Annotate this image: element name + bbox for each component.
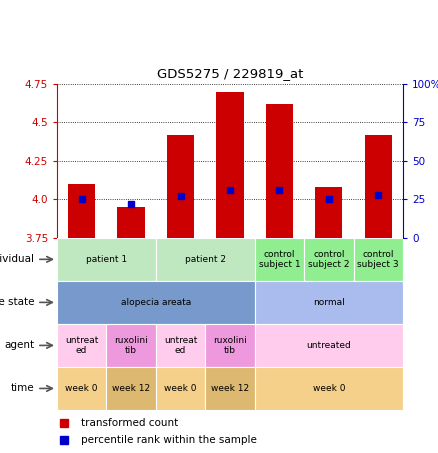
Text: GSM1414314: GSM1414314 xyxy=(176,241,185,297)
Bar xyxy=(365,135,392,238)
Text: untreat
ed: untreat ed xyxy=(65,336,99,355)
Bar xyxy=(315,187,343,238)
Text: GSM1414312: GSM1414312 xyxy=(77,241,86,297)
Bar xyxy=(156,238,205,297)
Bar xyxy=(254,281,403,324)
Text: GSM1414316: GSM1414316 xyxy=(275,241,284,297)
Text: control
subject 1: control subject 1 xyxy=(258,250,300,269)
Text: ruxolini
tib: ruxolini tib xyxy=(213,336,247,355)
Text: normal: normal xyxy=(313,298,345,307)
Text: GSM1414317: GSM1414317 xyxy=(324,241,333,297)
Text: control
subject 3: control subject 3 xyxy=(357,250,399,269)
Bar xyxy=(57,281,254,324)
Bar xyxy=(304,238,353,281)
Bar xyxy=(156,238,254,281)
Text: patient 2: patient 2 xyxy=(185,255,226,264)
Bar xyxy=(304,238,353,297)
Bar xyxy=(266,104,293,238)
Bar xyxy=(254,238,304,297)
Bar xyxy=(167,135,194,238)
Text: patient 1: patient 1 xyxy=(86,255,127,264)
Bar xyxy=(156,367,205,410)
Text: time: time xyxy=(11,383,34,394)
Bar xyxy=(156,324,205,367)
Bar xyxy=(353,238,403,281)
Text: individual: individual xyxy=(0,254,34,265)
Text: ruxolini
tib: ruxolini tib xyxy=(114,336,148,355)
Text: control
subject 2: control subject 2 xyxy=(308,250,350,269)
Bar xyxy=(254,324,403,367)
Text: week 12: week 12 xyxy=(112,384,150,393)
Bar xyxy=(57,238,106,297)
Text: percentile rank within the sample: percentile rank within the sample xyxy=(81,435,257,445)
Text: alopecia areata: alopecia areata xyxy=(121,298,191,307)
Text: week 0: week 0 xyxy=(65,384,98,393)
Bar xyxy=(353,238,403,297)
Bar xyxy=(106,238,156,297)
Text: week 0: week 0 xyxy=(164,384,197,393)
Bar xyxy=(254,238,304,281)
Text: GSM1414313: GSM1414313 xyxy=(127,241,136,297)
Text: untreat
ed: untreat ed xyxy=(164,336,197,355)
Text: agent: agent xyxy=(4,340,34,351)
Text: GSM1414318: GSM1414318 xyxy=(374,241,383,297)
Text: GSM1414315: GSM1414315 xyxy=(226,241,234,297)
Text: disease state: disease state xyxy=(0,297,34,308)
Bar xyxy=(57,238,156,281)
Title: GDS5275 / 229819_at: GDS5275 / 229819_at xyxy=(157,67,303,80)
Bar xyxy=(216,92,244,238)
Bar xyxy=(57,324,106,367)
Bar xyxy=(205,324,254,367)
Text: transformed count: transformed count xyxy=(81,418,178,428)
Bar xyxy=(205,367,254,410)
Bar xyxy=(205,238,254,297)
Text: week 12: week 12 xyxy=(211,384,249,393)
Bar xyxy=(254,367,403,410)
Text: untreated: untreated xyxy=(307,341,351,350)
Text: week 0: week 0 xyxy=(313,384,345,393)
Bar xyxy=(68,184,95,238)
Bar xyxy=(106,367,156,410)
Bar xyxy=(106,324,156,367)
Bar xyxy=(57,367,106,410)
Bar xyxy=(117,207,145,238)
